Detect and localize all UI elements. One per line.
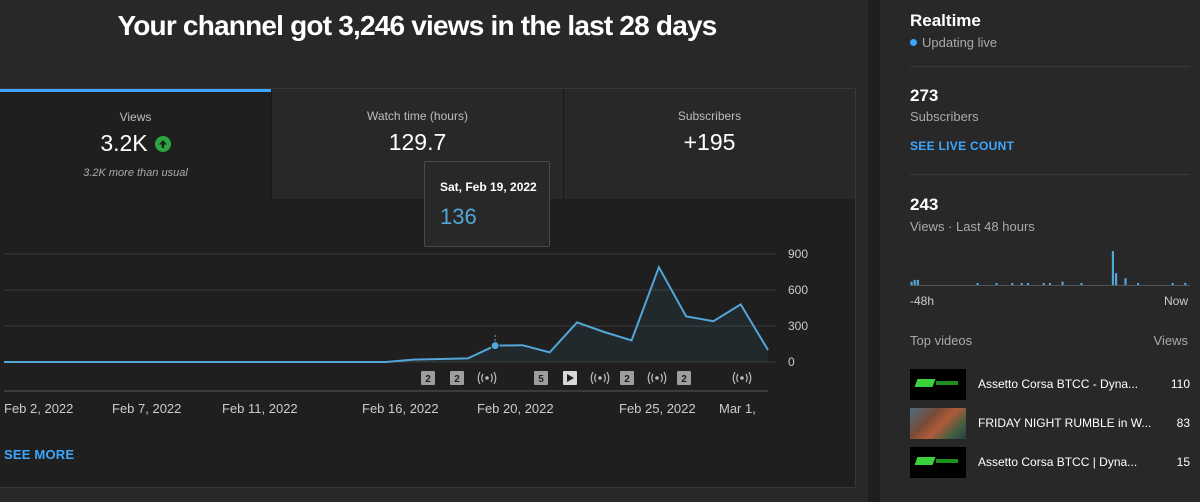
arrow-up-icon: [154, 135, 171, 152]
mini-bar: [913, 279, 916, 285]
mini-axis-start: -48h: [910, 294, 935, 308]
divider: [910, 174, 1190, 175]
mini-bar: [976, 283, 979, 285]
see-more-link[interactable]: SEE MORE: [4, 447, 75, 462]
metrics-card: Views 3.2K 3.2K more than usual Watch ti…: [0, 88, 856, 488]
subscriber-label: Subscribers: [910, 109, 979, 124]
video-views: 110: [1170, 377, 1190, 391]
tab-label: Views: [119, 110, 152, 124]
mini-bar: [910, 281, 913, 285]
tab-views[interactable]: Views 3.2K 3.2K more than usual: [0, 89, 271, 199]
mini-bar: [916, 279, 919, 285]
mini-bar: [1114, 273, 1118, 285]
page-title: Your channel got 3,246 views in the last…: [117, 10, 717, 41]
realtime-views-count: 243: [910, 195, 939, 214]
tab-value: +195: [683, 129, 736, 155]
tab-subtext: 3.2K more than usual: [83, 167, 188, 179]
tab-value-row: 3.2K: [0, 130, 271, 157]
realtime-views-chart: [910, 251, 1190, 286]
tooltip-value: 136: [440, 204, 477, 229]
top-video-row[interactable]: Assetto Corsa BTCC - Dyna... 110: [910, 368, 1190, 400]
mini-bar: [1111, 251, 1114, 285]
live-dot-icon: [910, 39, 917, 46]
mini-bar: [1184, 283, 1187, 285]
video-views: 83: [1176, 416, 1190, 430]
analytics-main: Your channel got 3,246 views in the last…: [0, 10, 856, 488]
mini-bar: [1011, 283, 1014, 285]
mini-bar: [1061, 281, 1064, 285]
tab-label: Watch time (hours): [367, 109, 468, 123]
realtime-panel: Realtime Updating live 273 Subscribers S…: [880, 0, 1200, 502]
views-column-label: Views: [1153, 333, 1188, 348]
live-status-text: Updating live: [922, 35, 998, 50]
panel-divider: [868, 0, 880, 502]
live-status: Updating live: [910, 35, 997, 50]
subscriber-count: 273: [910, 86, 939, 105]
mini-bar: [995, 283, 998, 285]
mini-bar: [1137, 283, 1140, 285]
video-title: Assetto Corsa BTCC - Dyna...: [978, 377, 1139, 391]
mini-bar: [1026, 283, 1030, 285]
video-title: Assetto Corsa BTCC | Dyna...: [978, 455, 1138, 469]
realtime-views-label: Views · Last 48 hours: [910, 219, 1035, 234]
top-video-row[interactable]: FRIDAY NIGHT RUMBLE in W... 83: [910, 407, 1190, 439]
chart-tooltip: Sat, Feb 19, 2022 136: [424, 161, 550, 247]
tab-subscribers[interactable]: Subscribers +195: [563, 89, 855, 199]
tooltip-date: Sat, Feb 19, 2022: [440, 180, 537, 194]
mini-bar: [1048, 283, 1052, 285]
video-thumbnail: [910, 446, 966, 478]
see-live-count-link[interactable]: SEE LIVE COUNT: [910, 139, 1015, 153]
video-thumbnail: [910, 368, 966, 400]
tab-value: 3.2K: [100, 130, 148, 156]
mini-bar: [1080, 283, 1083, 285]
tab-label: Subscribers: [677, 109, 742, 123]
top-video-row[interactable]: Assetto Corsa BTCC | Dyna... 15: [910, 446, 1190, 478]
metric-tabs: Views 3.2K 3.2K more than usual Watch ti…: [0, 89, 855, 199]
mini-bar: [1171, 283, 1174, 285]
mini-bar: [1124, 278, 1127, 285]
divider: [910, 66, 1190, 67]
top-videos-label: Top videos: [910, 333, 973, 348]
mini-bar: [1042, 283, 1045, 285]
video-thumbnail: [910, 407, 966, 439]
top-videos-header: Top videos Views: [910, 333, 1188, 348]
mini-axis-end: Now: [1163, 294, 1188, 308]
realtime-title: Realtime: [910, 11, 981, 30]
video-title: FRIDAY NIGHT RUMBLE in W...: [978, 416, 1152, 430]
video-views: 15: [1176, 455, 1190, 469]
tab-value: 129.7: [388, 129, 447, 155]
mini-bar: [1020, 283, 1023, 285]
